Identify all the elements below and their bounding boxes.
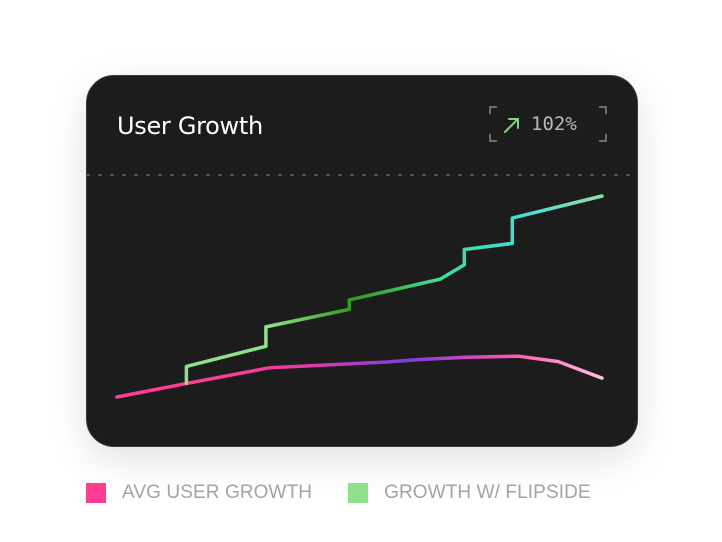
legend-swatch-pink <box>86 483 106 503</box>
legend-item-avg-user-growth: AVG USER GROWTH <box>86 482 312 504</box>
legend-label: AVG USER GROWTH <box>122 482 313 503</box>
legend-swatch-green <box>348 483 369 503</box>
growth-badge: 102% <box>489 106 607 142</box>
growth-line-chart <box>115 194 604 399</box>
card-title: User Growth <box>117 112 263 140</box>
legend-item-growth-with-flipside: GROWTH W/ FLIPSIDE <box>348 482 591 504</box>
legend-label: GROWTH W/ FLIPSIDE <box>384 482 591 503</box>
user-growth-card: User Growth 102% <box>86 75 638 447</box>
badge-frame <box>489 106 607 142</box>
chart-legend: AVG USER GROWTH GROWTH W/ FLIPSIDE <box>86 482 627 504</box>
series-line-avg-user-growth <box>115 354 604 399</box>
series-line-growth-with-flipside <box>184 194 604 386</box>
dotted-divider <box>87 174 637 176</box>
arrow-up-right-icon <box>504 118 519 133</box>
growth-percent: 102% <box>531 113 577 135</box>
